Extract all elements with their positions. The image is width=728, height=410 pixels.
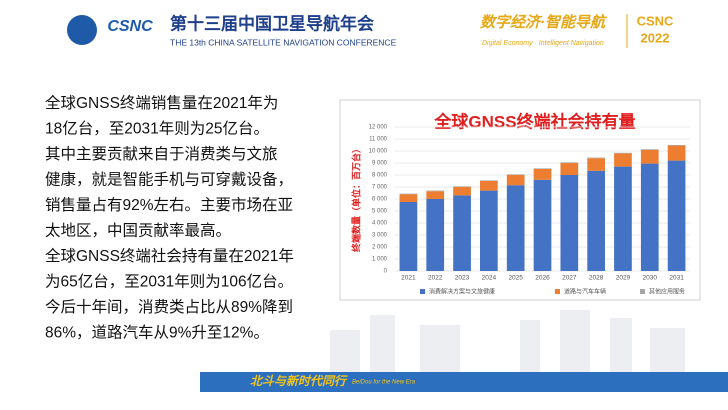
y-tick-label: 0 [384,269,388,275]
footer-slogan-en: BeiDou for the New Era [352,380,416,386]
bar-segment [480,190,498,271]
bar-segment [453,187,471,196]
x-tick-label: 2029 [616,275,631,282]
bar-segment [560,175,579,271]
bar-segment [506,185,525,271]
logo-text: CSNC [107,18,153,35]
x-tick-label: 2022 [428,275,443,282]
body-line: 今后十年间，消费类占比从89%降到 [45,298,293,316]
bar-segment [614,166,632,271]
body-line: 为65亿台，至2031年则为106亿台。 [45,273,293,291]
x-tick-label: 2024 [482,275,497,282]
y-tick-label: 12 000 [369,125,388,131]
body-line: 86%，道路汽车从9%升至12%。 [45,324,269,342]
footer-slogan: 北斗与新时代同行 [250,374,348,388]
bar-segment [640,149,659,150]
bar-segment [533,179,552,271]
x-tick-label: 2030 [643,275,658,282]
logo-globe [67,15,97,45]
body-text: 全球GNSS终端销售量在2021年为 18亿台，至2031年则为25亿台。其中主要… [45,94,294,342]
y-tick-label: 1 000 [372,257,388,263]
bar-segment [426,199,445,271]
body-line: 太地区，中国贡献率最高。 [45,222,231,240]
bar-segment [587,157,605,159]
y-tick-label: 11 000 [369,137,388,143]
legend-label: 道路与汽车车辆 [564,288,606,296]
x-tick-label: 2025 [508,275,523,282]
body-line: 18亿台，至2031年则为25亿台。 [45,120,269,138]
bar-segment [399,193,418,195]
body-line: 健康，就是智能手机与可穿戴设备， [45,171,293,189]
bar-segment [640,163,659,271]
chart-title: 全球GNSS终端社会持有量 [433,111,635,131]
x-tick-label: 2027 [562,275,577,282]
bar-segment [667,145,686,146]
bar-segment [587,158,605,171]
bar-segment [614,153,632,167]
body-line: 全球GNSS终端社会持有量在2021年 [45,247,294,265]
y-tick-label: 9 000 [372,161,388,167]
bar-segment [453,186,471,187]
legend-swatch [420,289,425,294]
bar-segment [667,160,686,271]
y-tick-label: 10 000 [369,149,388,155]
header-title: 第十三届中国卫星导航年会 [170,13,374,33]
bar-segment [426,191,445,199]
header-slogan-en: Digital Economy · Intelligent Navigation [482,40,604,47]
x-tick-label: 2031 [669,275,684,282]
bar-segment [399,194,418,202]
x-tick-label: 2026 [535,275,550,282]
y-tick-label: 2 000 [372,245,388,251]
bar-segment [533,168,552,169]
bar-segment [640,149,659,164]
bar-segment [453,195,471,271]
skyline [330,310,685,375]
bar-segment [399,202,418,271]
body-line: 其中主要贡献来自于消费类与文旅 [45,145,278,163]
x-tick-label: 2023 [455,275,470,282]
legend-label: 消费解决方案与文旅健康 [429,288,495,296]
body-line: 销售量占有92%左右。主要市场在亚 [45,196,293,214]
bar-segment [560,162,579,163]
chart: 0 1 000 2 000 3 000 4 000 5 000 6 000 7 000 8 00… [369,125,690,296]
legend-swatch [640,289,645,294]
bar-segment [587,170,605,271]
y-tick-label: 4 000 [372,221,388,227]
y-axis-label: 终端数量（单位：百万台） [350,144,361,253]
y-tick-label: 8 000 [372,173,388,179]
bar-segment [667,145,686,161]
bar-segment [480,180,498,181]
bar-segment [506,175,525,186]
y-tick-label: 6 000 [372,197,388,203]
bar-segment [614,152,632,154]
bar-segment [560,163,579,175]
y-tick-label: 5 000 [372,209,388,215]
footer-band [200,372,728,392]
bar-segment [480,181,498,191]
badge: 2022 [641,30,670,45]
badge: CSNC [637,13,674,28]
legend-label: 其他应用服务 [649,288,685,296]
x-tick-label: 2028 [589,275,604,282]
legend-swatch [555,289,560,294]
bar-segment [426,190,445,192]
y-tick-label: 7 000 [372,185,388,191]
body-line: 全球GNSS终端销售量在2021年为 [45,94,278,112]
bar-segment [506,174,525,175]
header-subtitle: THE 13th CHINA SATELLITE NAVIGATION CONF… [170,37,397,47]
y-tick-label: 3 000 [372,233,388,239]
header-slogan: 数字经济·智能导航 [480,13,608,31]
x-tick-label: 2021 [401,275,416,282]
bar-segment [533,169,552,180]
